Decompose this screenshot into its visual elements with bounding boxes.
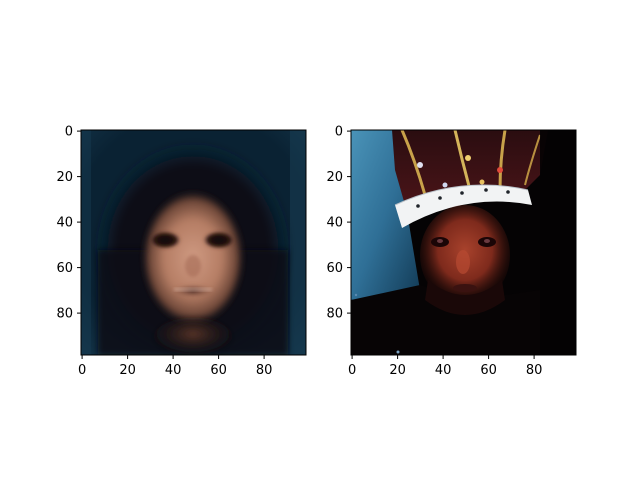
right-y-tick-label: 20 (326, 170, 343, 185)
right-y-tick-label: 40 (326, 216, 343, 231)
left-y-tick-label: 60 (56, 261, 73, 276)
right-x-tick-label: 40 (435, 363, 452, 378)
left-y-ticks: 0 20 40 60 80 (56, 125, 81, 322)
left-x-tick-label: 80 (256, 363, 273, 378)
right-y-tick-label: 0 (335, 125, 343, 140)
right-y-ticks: 0 20 40 60 80 (326, 125, 351, 322)
left-x-tick-label: 20 (119, 363, 136, 378)
right-x-tick-label: 0 (348, 363, 356, 378)
left-y-tick-label: 80 (56, 307, 73, 322)
right-x-tick-label: 60 (480, 363, 497, 378)
left-x-tick-label: 40 (165, 363, 182, 378)
right-image-panel: 0 20 40 60 80 0 20 40 60 80 (326, 125, 577, 378)
right-y-tick-label: 60 (326, 261, 343, 276)
left-axes-frame (80, 129, 307, 356)
right-crown-image (351, 130, 576, 355)
left-x-tick-label: 60 (210, 363, 227, 378)
right-y-tick-label: 80 (326, 307, 343, 322)
right-axes-frame (350, 129, 577, 356)
right-x-tick-label: 80 (526, 363, 543, 378)
left-x-tick-label: 0 (78, 363, 86, 378)
left-y-tick-label: 40 (56, 216, 73, 231)
left-y-tick-label: 20 (56, 170, 73, 185)
left-x-ticks: 0 20 40 60 80 (78, 355, 272, 378)
left-face-image (81, 130, 306, 355)
right-x-ticks: 0 20 40 60 80 (348, 355, 542, 378)
left-image-panel: 0 20 40 60 80 0 20 40 60 80 (56, 125, 307, 378)
right-x-tick-label: 20 (389, 363, 406, 378)
left-y-tick-label: 0 (65, 125, 73, 140)
